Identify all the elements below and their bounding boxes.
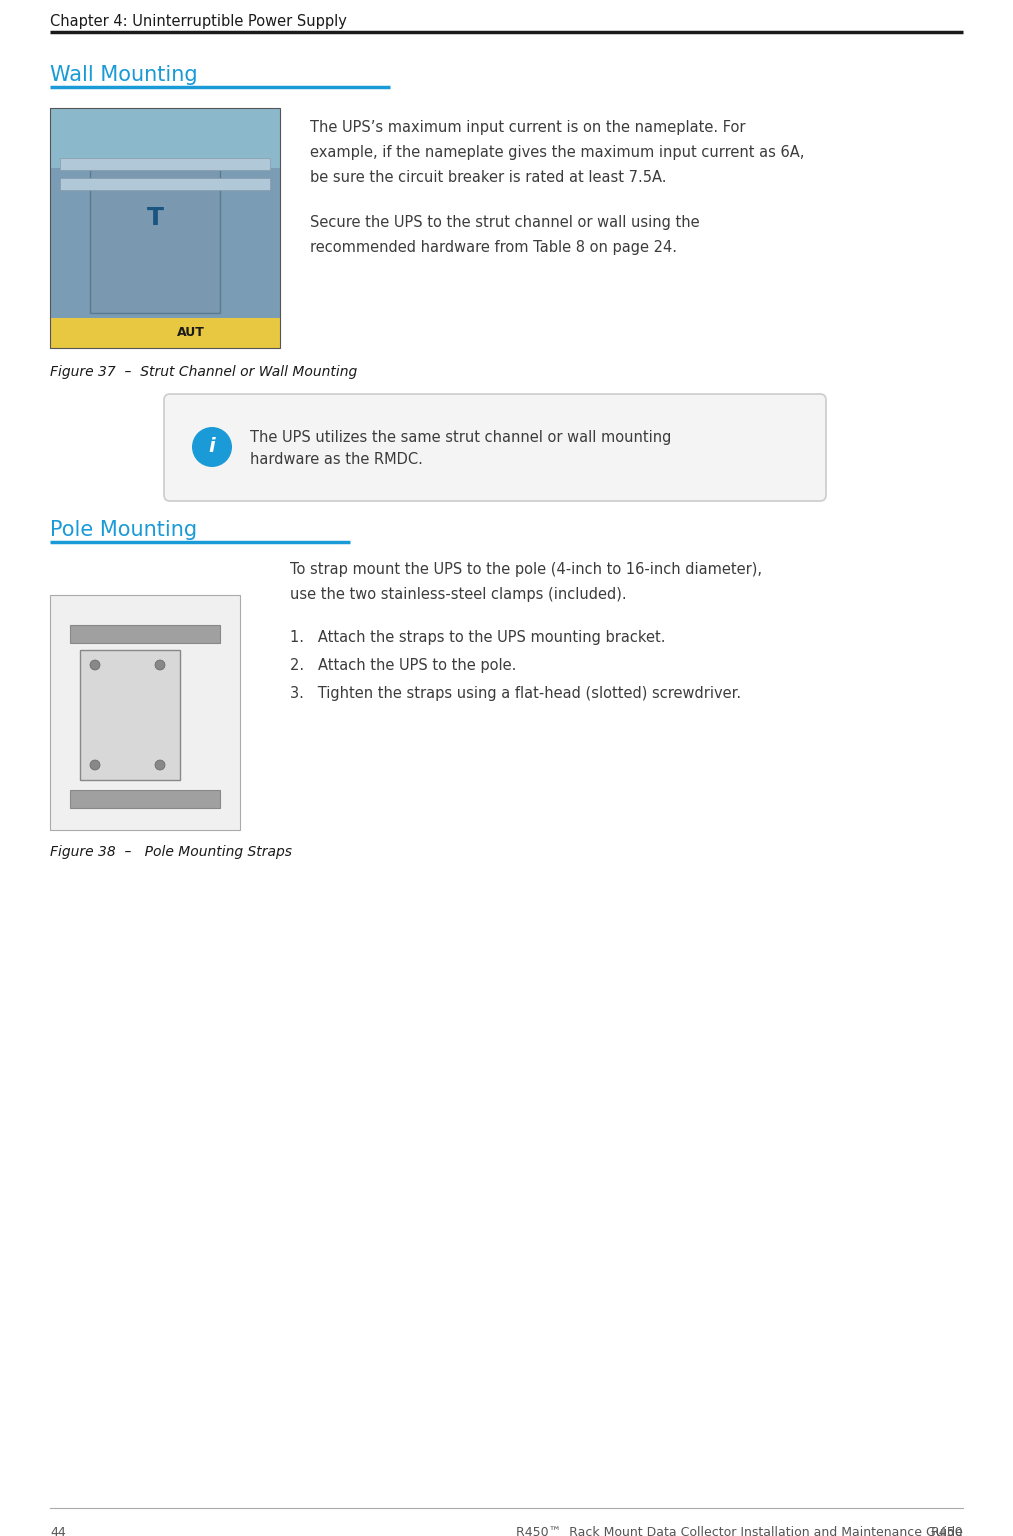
FancyBboxPatch shape [70,625,220,644]
FancyBboxPatch shape [90,163,220,313]
Text: recommended hardware from Table 8 on page 24.: recommended hardware from Table 8 on pag… [310,240,677,255]
Text: example, if the nameplate gives the maximum input current as 6A,: example, if the nameplate gives the maxi… [310,144,804,160]
Text: 44: 44 [50,1525,66,1536]
Text: hardware as the RMDC.: hardware as the RMDC. [250,452,422,467]
Text: To strap mount the UPS to the pole (4-inch to 16-inch diameter),: To strap mount the UPS to the pole (4-in… [290,562,762,578]
FancyBboxPatch shape [80,650,180,780]
Text: Wall Mounting: Wall Mounting [50,65,198,84]
Text: 1.   Attach the straps to the UPS mounting bracket.: 1. Attach the straps to the UPS mounting… [290,630,666,645]
Circle shape [192,427,232,467]
FancyBboxPatch shape [70,790,220,808]
FancyBboxPatch shape [50,594,240,829]
FancyBboxPatch shape [50,108,280,349]
Text: Secure the UPS to the strut channel or wall using the: Secure the UPS to the strut channel or w… [310,215,700,230]
FancyBboxPatch shape [60,158,270,170]
Text: 2.   Attach the UPS to the pole.: 2. Attach the UPS to the pole. [290,657,517,673]
Text: R450: R450 [930,1525,963,1536]
FancyBboxPatch shape [60,178,270,190]
FancyBboxPatch shape [50,318,280,349]
Text: T: T [147,206,163,230]
Circle shape [90,660,100,670]
Text: Chapter 4: Uninterruptible Power Supply: Chapter 4: Uninterruptible Power Supply [50,14,346,29]
Text: Figure 37  –  Strut Channel or Wall Mounting: Figure 37 – Strut Channel or Wall Mounti… [50,366,358,379]
Text: The UPS’s maximum input current is on the nameplate. For: The UPS’s maximum input current is on th… [310,120,746,135]
Text: 3.   Tighten the straps using a flat-head (slotted) screwdriver.: 3. Tighten the straps using a flat-head … [290,687,742,700]
Text: R450™  Rack Mount Data Collector Installation and Maintenance Guide: R450™ Rack Mount Data Collector Installa… [517,1525,963,1536]
FancyBboxPatch shape [164,395,826,501]
Text: i: i [209,438,216,456]
Text: be sure the circuit breaker is rated at least 7.5A.: be sure the circuit breaker is rated at … [310,170,667,184]
Text: use the two stainless-steel clamps (included).: use the two stainless-steel clamps (incl… [290,587,627,602]
Text: Pole Mounting: Pole Mounting [50,521,198,541]
Text: AUT: AUT [176,327,205,339]
Text: Figure 38  –   Pole Mounting Straps: Figure 38 – Pole Mounting Straps [50,845,292,859]
FancyBboxPatch shape [50,108,280,167]
Circle shape [155,660,165,670]
Circle shape [155,760,165,770]
Text: The UPS utilizes the same strut channel or wall mounting: The UPS utilizes the same strut channel … [250,430,672,445]
Circle shape [90,760,100,770]
